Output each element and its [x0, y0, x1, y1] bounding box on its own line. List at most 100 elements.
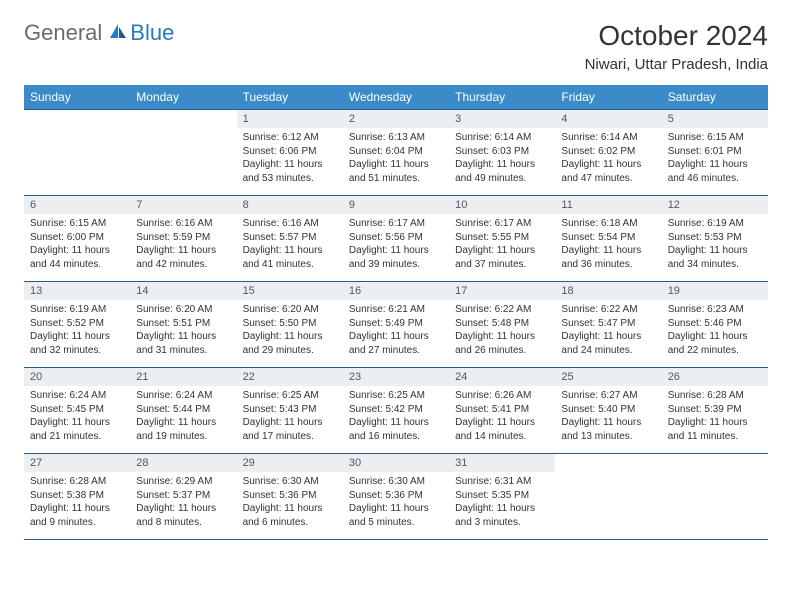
title-block: October 2024 Niwari, Uttar Pradesh, Indi…	[585, 20, 768, 73]
calendar-day-cell: 14Sunrise: 6:20 AMSunset: 5:51 PMDayligh…	[130, 282, 236, 368]
day-content: Sunrise: 6:13 AMSunset: 6:04 PMDaylight:…	[343, 128, 449, 188]
sunrise-text: Sunrise: 6:25 AM	[349, 389, 443, 403]
day-number: 3	[449, 110, 555, 128]
sunset-text: Sunset: 5:36 PM	[243, 489, 337, 503]
sunrise-text: Sunrise: 6:23 AM	[668, 303, 762, 317]
sunset-text: Sunset: 5:54 PM	[561, 231, 655, 245]
sunrise-text: Sunrise: 6:21 AM	[349, 303, 443, 317]
header: General Blue October 2024 Niwari, Uttar …	[24, 20, 768, 73]
calendar-week-row: 20Sunrise: 6:24 AMSunset: 5:45 PMDayligh…	[24, 368, 768, 454]
dow-tuesday: Tuesday	[237, 85, 343, 110]
calendar-week-row: 1Sunrise: 6:12 AMSunset: 6:06 PMDaylight…	[24, 110, 768, 196]
sunrise-text: Sunrise: 6:28 AM	[668, 389, 762, 403]
sunset-text: Sunset: 5:50 PM	[243, 317, 337, 331]
dow-saturday: Saturday	[662, 85, 768, 110]
calendar-day-cell: 26Sunrise: 6:28 AMSunset: 5:39 PMDayligh…	[662, 368, 768, 454]
day-number: 17	[449, 282, 555, 300]
day-number: 5	[662, 110, 768, 128]
daylight-text: Daylight: 11 hours and 6 minutes.	[243, 502, 337, 529]
calendar-day-cell: 18Sunrise: 6:22 AMSunset: 5:47 PMDayligh…	[555, 282, 661, 368]
sunrise-text: Sunrise: 6:14 AM	[561, 131, 655, 145]
day-number: 16	[343, 282, 449, 300]
daylight-text: Daylight: 11 hours and 5 minutes.	[349, 502, 443, 529]
calendar-day-cell: 24Sunrise: 6:26 AMSunset: 5:41 PMDayligh…	[449, 368, 555, 454]
day-content: Sunrise: 6:30 AMSunset: 5:36 PMDaylight:…	[343, 472, 449, 532]
daylight-text: Daylight: 11 hours and 8 minutes.	[136, 502, 230, 529]
sunset-text: Sunset: 5:53 PM	[668, 231, 762, 245]
calendar-day-cell: 27Sunrise: 6:28 AMSunset: 5:38 PMDayligh…	[24, 454, 130, 540]
sunrise-text: Sunrise: 6:28 AM	[30, 475, 124, 489]
daylight-text: Daylight: 11 hours and 41 minutes.	[243, 244, 337, 271]
day-number: 15	[237, 282, 343, 300]
day-number: 23	[343, 368, 449, 386]
day-number: 13	[24, 282, 130, 300]
daylight-text: Daylight: 11 hours and 49 minutes.	[455, 158, 549, 185]
calendar-day-cell: 9Sunrise: 6:17 AMSunset: 5:56 PMDaylight…	[343, 196, 449, 282]
sunrise-text: Sunrise: 6:29 AM	[136, 475, 230, 489]
day-content: Sunrise: 6:20 AMSunset: 5:50 PMDaylight:…	[237, 300, 343, 360]
calendar-day-cell	[662, 454, 768, 540]
sunset-text: Sunset: 5:49 PM	[349, 317, 443, 331]
calendar-day-cell: 4Sunrise: 6:14 AMSunset: 6:02 PMDaylight…	[555, 110, 661, 196]
calendar-day-cell: 1Sunrise: 6:12 AMSunset: 6:06 PMDaylight…	[237, 110, 343, 196]
daylight-text: Daylight: 11 hours and 46 minutes.	[668, 158, 762, 185]
day-content: Sunrise: 6:17 AMSunset: 5:55 PMDaylight:…	[449, 214, 555, 274]
day-content: Sunrise: 6:16 AMSunset: 5:57 PMDaylight:…	[237, 214, 343, 274]
sunset-text: Sunset: 5:35 PM	[455, 489, 549, 503]
sunset-text: Sunset: 5:39 PM	[668, 403, 762, 417]
daylight-text: Daylight: 11 hours and 31 minutes.	[136, 330, 230, 357]
calendar-body: 1Sunrise: 6:12 AMSunset: 6:06 PMDaylight…	[24, 110, 768, 540]
calendar-day-cell: 29Sunrise: 6:30 AMSunset: 5:36 PMDayligh…	[237, 454, 343, 540]
day-content: Sunrise: 6:31 AMSunset: 5:35 PMDaylight:…	[449, 472, 555, 532]
logo: General Blue	[24, 20, 174, 46]
calendar-table: Sunday Monday Tuesday Wednesday Thursday…	[24, 85, 768, 540]
calendar-day-cell: 23Sunrise: 6:25 AMSunset: 5:42 PMDayligh…	[343, 368, 449, 454]
calendar-day-cell: 21Sunrise: 6:24 AMSunset: 5:44 PMDayligh…	[130, 368, 236, 454]
sunset-text: Sunset: 5:37 PM	[136, 489, 230, 503]
day-number: 27	[24, 454, 130, 472]
day-number: 9	[343, 196, 449, 214]
sunrise-text: Sunrise: 6:20 AM	[243, 303, 337, 317]
day-number: 29	[237, 454, 343, 472]
calendar-week-row: 13Sunrise: 6:19 AMSunset: 5:52 PMDayligh…	[24, 282, 768, 368]
sunrise-text: Sunrise: 6:17 AM	[455, 217, 549, 231]
day-content: Sunrise: 6:30 AMSunset: 5:36 PMDaylight:…	[237, 472, 343, 532]
daylight-text: Daylight: 11 hours and 17 minutes.	[243, 416, 337, 443]
day-content: Sunrise: 6:23 AMSunset: 5:46 PMDaylight:…	[662, 300, 768, 360]
logo-text-general: General	[24, 20, 102, 46]
sunset-text: Sunset: 6:06 PM	[243, 145, 337, 159]
sunset-text: Sunset: 5:38 PM	[30, 489, 124, 503]
sunset-text: Sunset: 5:55 PM	[455, 231, 549, 245]
sunrise-text: Sunrise: 6:12 AM	[243, 131, 337, 145]
dow-wednesday: Wednesday	[343, 85, 449, 110]
calendar-day-cell: 10Sunrise: 6:17 AMSunset: 5:55 PMDayligh…	[449, 196, 555, 282]
day-number: 25	[555, 368, 661, 386]
day-content: Sunrise: 6:20 AMSunset: 5:51 PMDaylight:…	[130, 300, 236, 360]
calendar-day-cell: 28Sunrise: 6:29 AMSunset: 5:37 PMDayligh…	[130, 454, 236, 540]
daylight-text: Daylight: 11 hours and 13 minutes.	[561, 416, 655, 443]
dow-sunday: Sunday	[24, 85, 130, 110]
daylight-text: Daylight: 11 hours and 3 minutes.	[455, 502, 549, 529]
sunset-text: Sunset: 5:44 PM	[136, 403, 230, 417]
sunset-text: Sunset: 6:00 PM	[30, 231, 124, 245]
sunrise-text: Sunrise: 6:25 AM	[243, 389, 337, 403]
day-content: Sunrise: 6:19 AMSunset: 5:53 PMDaylight:…	[662, 214, 768, 274]
daylight-text: Daylight: 11 hours and 24 minutes.	[561, 330, 655, 357]
daylight-text: Daylight: 11 hours and 39 minutes.	[349, 244, 443, 271]
calendar-day-cell: 31Sunrise: 6:31 AMSunset: 5:35 PMDayligh…	[449, 454, 555, 540]
sail-icon	[108, 22, 128, 45]
day-content: Sunrise: 6:15 AMSunset: 6:00 PMDaylight:…	[24, 214, 130, 274]
calendar-week-row: 6Sunrise: 6:15 AMSunset: 6:00 PMDaylight…	[24, 196, 768, 282]
sunrise-text: Sunrise: 6:14 AM	[455, 131, 549, 145]
daylight-text: Daylight: 11 hours and 53 minutes.	[243, 158, 337, 185]
day-number: 12	[662, 196, 768, 214]
calendar-header-row: Sunday Monday Tuesday Wednesday Thursday…	[24, 85, 768, 110]
day-number: 6	[24, 196, 130, 214]
daylight-text: Daylight: 11 hours and 21 minutes.	[30, 416, 124, 443]
sunset-text: Sunset: 5:52 PM	[30, 317, 124, 331]
sunset-text: Sunset: 5:57 PM	[243, 231, 337, 245]
daylight-text: Daylight: 11 hours and 29 minutes.	[243, 330, 337, 357]
daylight-text: Daylight: 11 hours and 42 minutes.	[136, 244, 230, 271]
daylight-text: Daylight: 11 hours and 19 minutes.	[136, 416, 230, 443]
daylight-text: Daylight: 11 hours and 11 minutes.	[668, 416, 762, 443]
